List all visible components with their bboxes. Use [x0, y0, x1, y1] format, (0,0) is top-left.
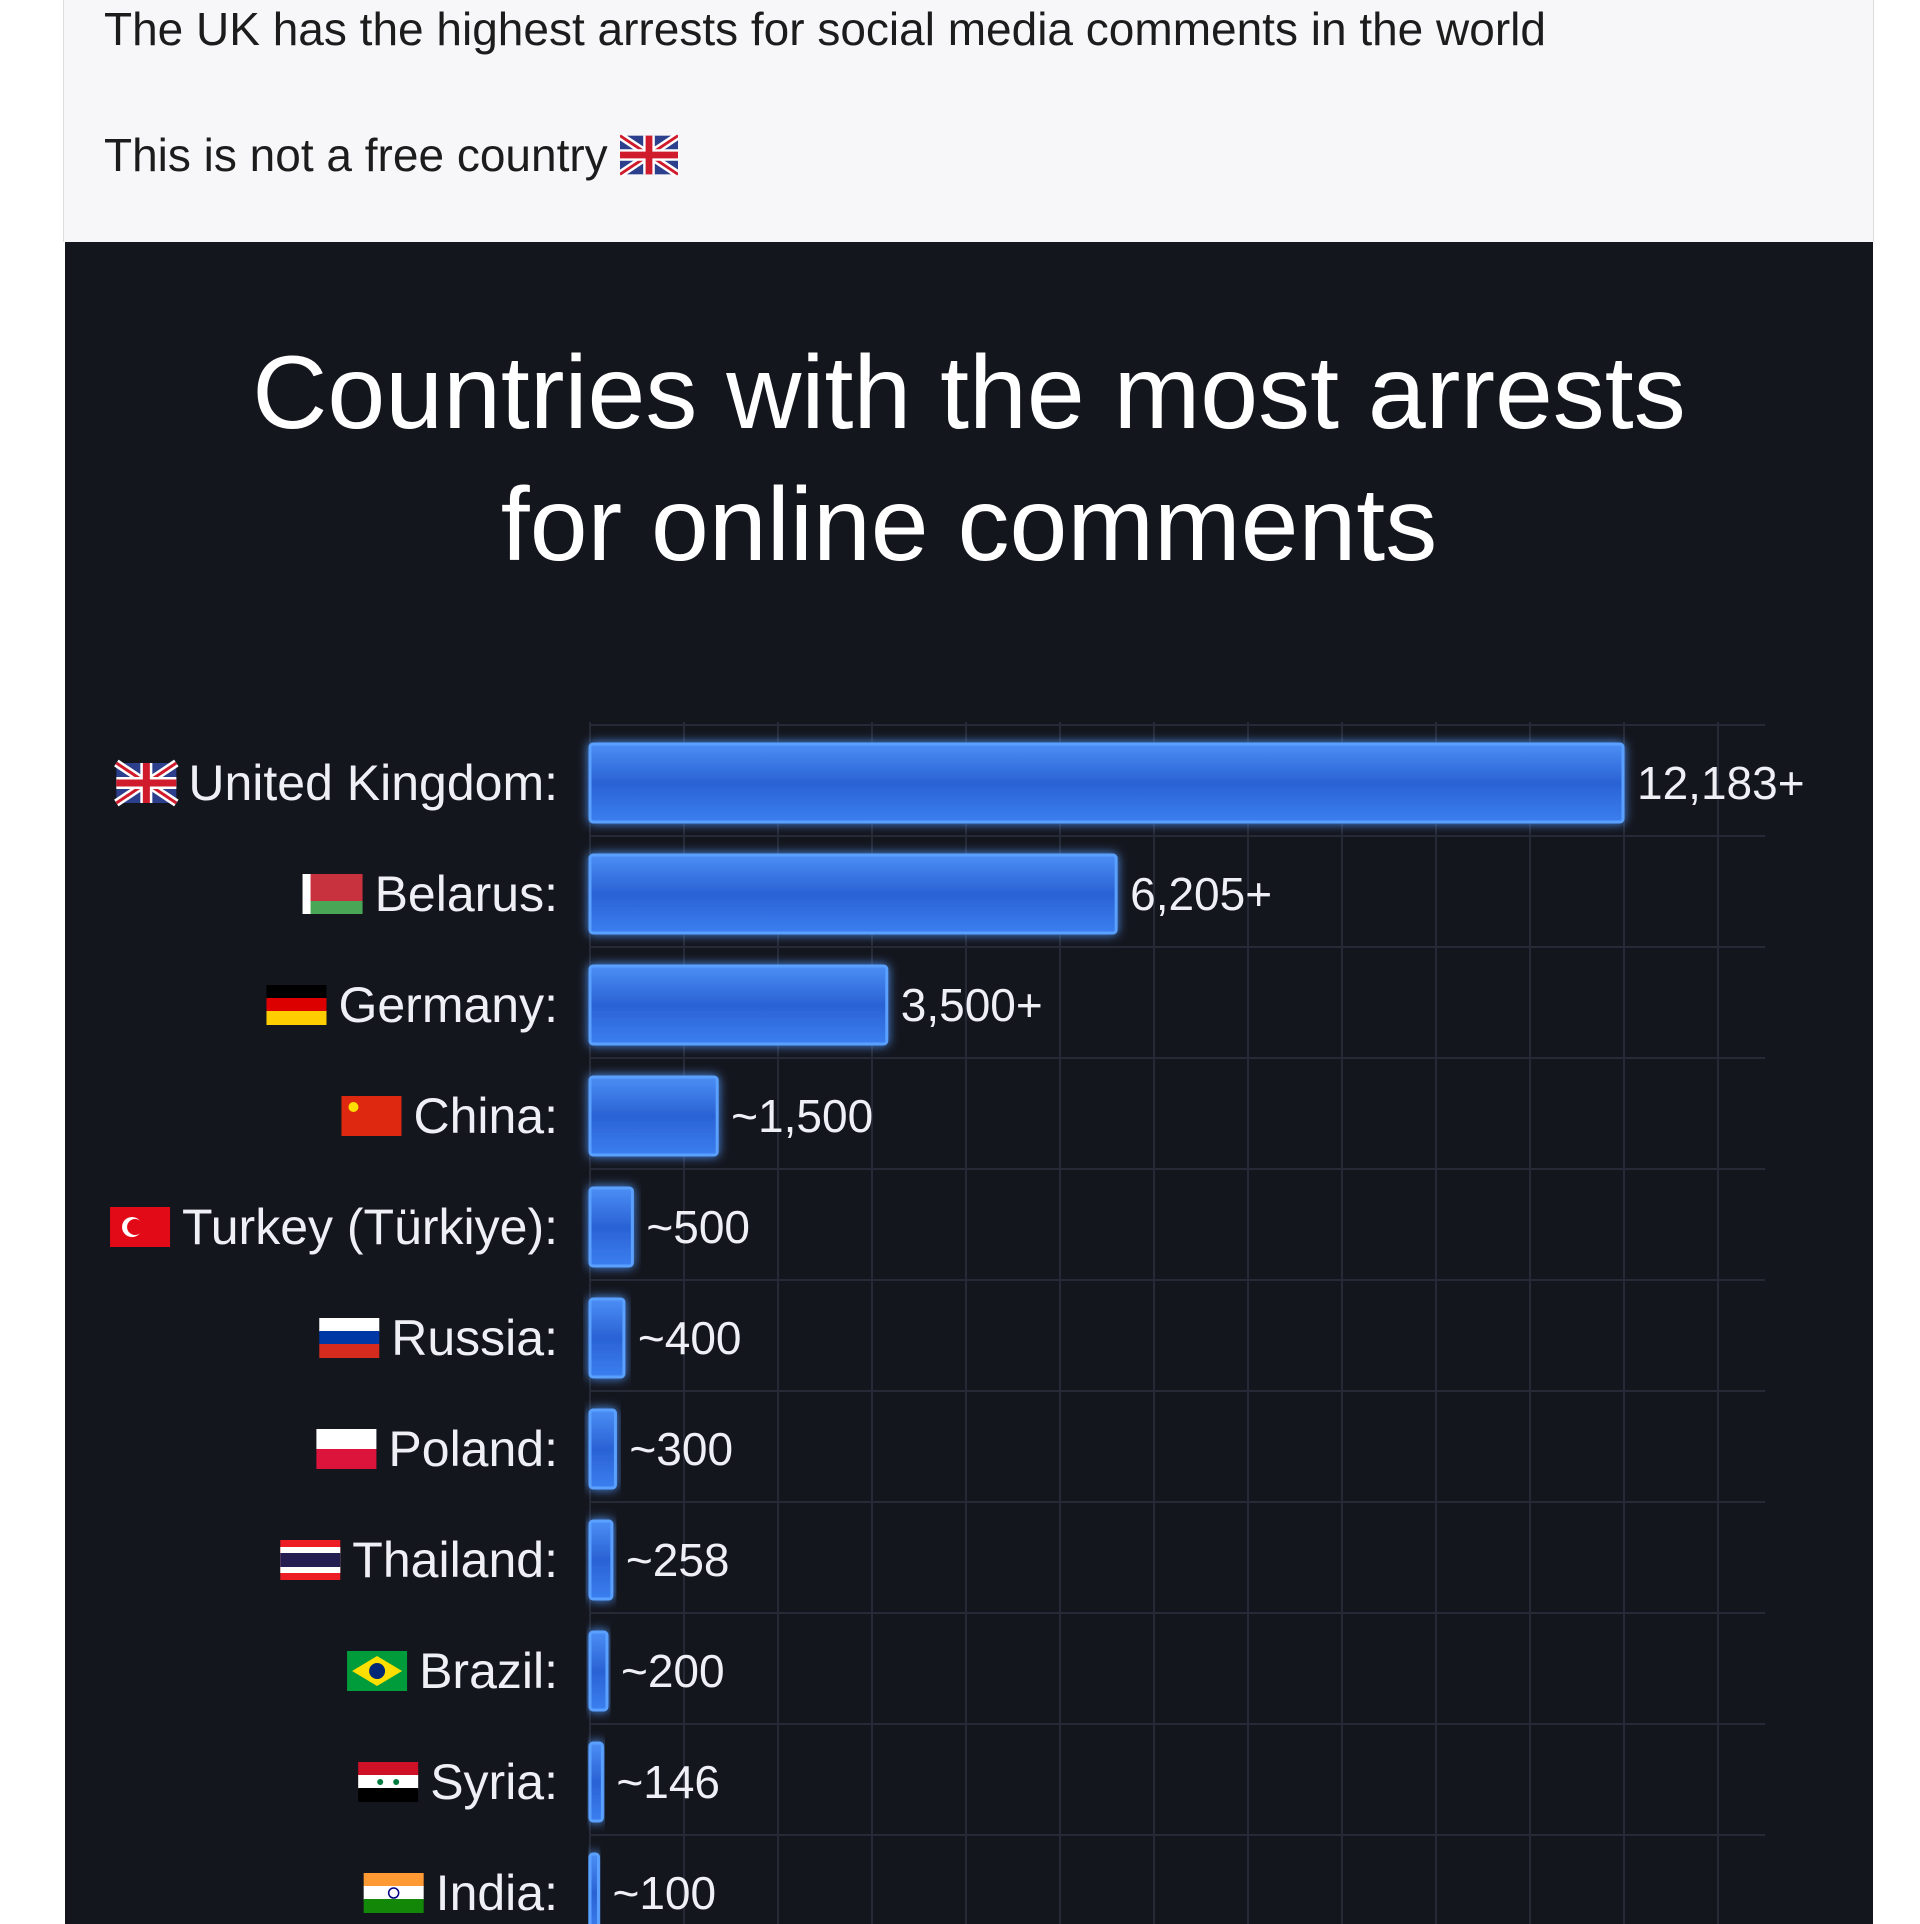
bar	[588, 853, 1118, 935]
chart-title: Countries with the most arrests for onli…	[65, 327, 1873, 591]
bar	[588, 1852, 600, 1924]
bar	[588, 1408, 617, 1490]
post-text-line-2: This is not a free country	[104, 128, 678, 182]
category-label: Brazil:	[419, 1643, 558, 1699]
post-text-block: The UK has the highest arrests for socia…	[63, 0, 1874, 242]
bar-chart: 12,183+ United Kingdom: 6,205+ Belarus: 3,50…	[110, 722, 1805, 1924]
data-label: ~100	[612, 1867, 716, 1919]
category-label: China:	[413, 1088, 558, 1144]
india-flag-icon	[363, 1873, 424, 1913]
category-label: Thailand:	[352, 1532, 558, 1588]
data-label: ~258	[626, 1534, 730, 1586]
bar	[588, 1741, 604, 1823]
data-label: 12,183+	[1637, 757, 1805, 809]
bar	[588, 1075, 719, 1157]
uk-flag-icon	[114, 759, 179, 807]
syria-flag-icon	[358, 1762, 419, 1802]
chart-title-line-2: for online comments	[500, 467, 1438, 583]
data-label: ~1,500	[731, 1090, 873, 1142]
category-label: United Kingdom:	[188, 755, 558, 811]
bar	[588, 1519, 614, 1601]
thailand-flag-icon	[280, 1540, 341, 1580]
data-label: 6,205+	[1130, 868, 1272, 920]
category-label: Belarus:	[375, 866, 558, 922]
russia-flag-icon	[319, 1318, 380, 1358]
post-text-line: The UK has the highest arrests for socia…	[104, 3, 1546, 55]
bar	[588, 964, 889, 1046]
bar	[588, 742, 1625, 824]
category-label: Turkey (Türkiye):	[182, 1199, 558, 1255]
belarus-flag-icon	[302, 874, 363, 914]
data-label: ~500	[646, 1201, 750, 1253]
bars: 12,183+ United Kingdom: 6,205+ Belarus: 3,50…	[110, 742, 1805, 1924]
uk-flag-icon	[619, 133, 678, 176]
germany-flag-icon	[266, 985, 327, 1025]
data-label: ~200	[621, 1645, 725, 1697]
bar	[588, 1297, 626, 1379]
category-label: Germany:	[338, 977, 558, 1033]
category-label: Poland:	[388, 1421, 558, 1477]
data-label: ~300	[629, 1423, 733, 1475]
post-text-line: This is not a free country	[104, 129, 608, 181]
category-label: Russia:	[391, 1310, 558, 1366]
data-label: ~400	[638, 1312, 742, 1364]
turkey-flag-icon	[110, 1207, 171, 1247]
china-flag-icon	[341, 1096, 402, 1136]
brazil-flag-icon	[347, 1651, 408, 1691]
category-label: Syria:	[430, 1754, 558, 1810]
category-label: India:	[436, 1865, 558, 1921]
chart-panel: Countries with the most arrests for onli…	[65, 242, 1873, 1924]
data-label: ~146	[616, 1756, 720, 1808]
bar	[588, 1630, 609, 1712]
chart-title-line-1: Countries with the most arrests	[252, 335, 1686, 451]
data-label: 3,500+	[901, 979, 1043, 1031]
bar	[588, 1186, 634, 1268]
poland-flag-icon	[316, 1429, 377, 1469]
